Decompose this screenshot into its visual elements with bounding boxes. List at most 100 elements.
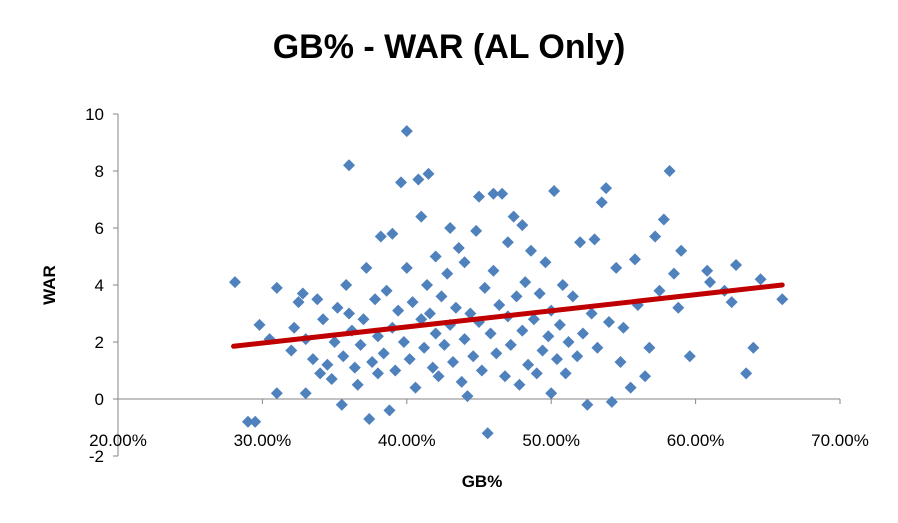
data-point — [249, 415, 262, 428]
data-point — [545, 387, 558, 400]
data-point — [314, 367, 327, 380]
data-point — [663, 165, 676, 177]
data-point — [377, 347, 390, 360]
data-point — [591, 341, 604, 354]
data-point — [675, 244, 688, 257]
data-point — [400, 261, 413, 274]
data-point — [369, 293, 382, 306]
data-points — [228, 125, 789, 440]
data-point — [527, 313, 540, 326]
data-point — [467, 350, 480, 363]
data-point — [643, 341, 656, 354]
data-point — [386, 227, 399, 240]
data-point — [701, 264, 714, 277]
data-point — [504, 338, 517, 351]
data-point — [513, 378, 526, 391]
data-point — [464, 307, 477, 320]
x-axis-label: GB% — [462, 472, 503, 491]
data-point — [360, 261, 373, 274]
data-point — [683, 350, 696, 363]
x-tick-label: 60.00% — [667, 431, 725, 450]
data-point — [776, 293, 789, 306]
data-point — [389, 364, 402, 377]
data-point — [348, 361, 361, 374]
data-point — [562, 336, 575, 348]
y-tick-label: 0 — [95, 390, 104, 409]
axis-labels: GB% WAR — [40, 265, 502, 491]
data-point — [649, 230, 662, 243]
data-point — [556, 279, 569, 291]
data-point — [516, 324, 529, 337]
data-point — [536, 344, 549, 357]
data-point — [357, 313, 370, 326]
data-point — [429, 250, 442, 263]
data-point — [288, 321, 301, 334]
data-point — [484, 327, 497, 340]
data-point — [438, 338, 451, 351]
data-point — [441, 267, 454, 280]
data-point — [415, 210, 428, 223]
y-tick-label: 4 — [95, 276, 104, 295]
chart-title: GB% - WAR (AL Only) — [272, 28, 626, 66]
data-point — [306, 353, 319, 366]
data-point — [553, 318, 566, 331]
data-point — [730, 259, 743, 272]
data-point — [409, 381, 422, 394]
data-point — [519, 276, 532, 289]
data-point — [343, 159, 356, 172]
data-point — [429, 327, 442, 340]
data-point — [461, 390, 474, 403]
data-point — [458, 333, 471, 346]
x-tick-label: 70.00% — [811, 431, 869, 450]
x-tick-label: 20.00% — [89, 431, 147, 450]
data-point — [585, 307, 598, 320]
data-point — [548, 184, 561, 197]
data-point — [449, 301, 462, 314]
data-point — [542, 330, 555, 343]
data-point — [403, 353, 416, 366]
data-point — [614, 355, 627, 368]
data-point — [478, 281, 491, 294]
data-point — [335, 398, 348, 411]
data-point — [475, 364, 488, 377]
data-point — [605, 395, 618, 408]
y-axis-label: WAR — [40, 265, 59, 305]
data-point — [704, 276, 717, 289]
axes: -2 0 2 4 6 8 10 20.00% 30.00% 40.00% 50.00% 60.00% 7… — [85, 105, 869, 466]
data-point — [400, 125, 413, 138]
data-point — [576, 327, 589, 340]
data-point — [501, 236, 514, 249]
data-point — [455, 375, 468, 388]
data-point — [600, 182, 613, 195]
data-point — [470, 224, 483, 237]
data-point — [406, 296, 419, 309]
data-point — [412, 173, 425, 186]
data-point — [270, 281, 283, 294]
data-point — [581, 398, 594, 411]
data-point — [628, 253, 641, 266]
data-point — [550, 353, 563, 366]
data-point — [325, 373, 338, 386]
data-point — [754, 273, 767, 286]
data-point — [392, 304, 405, 317]
data-point — [418, 341, 431, 354]
data-point — [317, 313, 330, 326]
data-point — [496, 187, 509, 200]
data-point — [672, 301, 685, 314]
data-point — [228, 276, 241, 289]
data-point — [725, 296, 738, 309]
data-point — [571, 350, 584, 363]
data-point — [667, 267, 680, 280]
y-tick-label: 2 — [95, 333, 104, 352]
data-point — [510, 290, 523, 303]
y-tick-label: 6 — [95, 219, 104, 238]
data-point — [657, 213, 670, 226]
data-point — [311, 293, 324, 306]
x-tick-label: 50.00% — [522, 431, 580, 450]
data-point — [270, 387, 283, 400]
data-point — [328, 336, 341, 348]
data-point — [363, 412, 376, 425]
trendline-group — [231, 282, 785, 349]
data-point — [516, 219, 529, 232]
data-point — [559, 367, 572, 380]
